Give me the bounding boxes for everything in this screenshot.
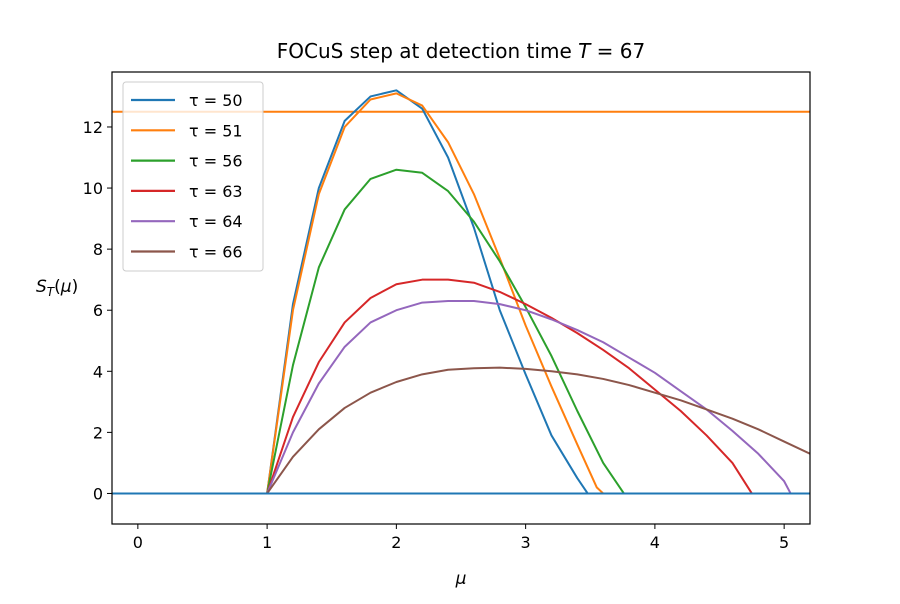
x-tick-label: 2 bbox=[391, 533, 401, 552]
series-line-0 bbox=[163, 89, 810, 495]
series-line-3 bbox=[163, 278, 810, 495]
legend-label-0: τ = 50 bbox=[189, 91, 243, 110]
legend-label-1: τ = 51 bbox=[189, 121, 243, 140]
y-tick-label: 0 bbox=[93, 484, 103, 503]
plot-frame bbox=[111, 71, 811, 525]
plot-lines bbox=[112, 89, 810, 495]
x-axis-ticks: 0 1 2 3 4 5 bbox=[133, 524, 789, 552]
x-tick-label: 0 bbox=[133, 533, 143, 552]
y-tick-label: 6 bbox=[93, 301, 103, 320]
legend-label-5: τ = 66 bbox=[189, 243, 243, 262]
legend-label-3: τ = 63 bbox=[189, 182, 243, 201]
series-line-2 bbox=[163, 168, 810, 495]
legend-label-4: τ = 64 bbox=[189, 212, 243, 231]
series-line-1 bbox=[163, 92, 810, 495]
x-tick-label: 5 bbox=[779, 533, 789, 552]
x-axis-label: μ bbox=[455, 569, 467, 589]
y-tick-label: 2 bbox=[93, 423, 103, 442]
legend-label-2: τ = 56 bbox=[189, 152, 243, 171]
series-line-5 bbox=[266, 366, 810, 495]
series-line-4 bbox=[163, 300, 810, 495]
chart-title: FOCuS step at detection time T = 67 bbox=[277, 39, 646, 63]
y-tick-label: 4 bbox=[93, 362, 103, 381]
legend: τ = 50 τ = 51 τ = 56 τ = 63 τ = 64 τ = 66 bbox=[122, 81, 264, 272]
y-axis-label: ST(μ) bbox=[36, 277, 78, 299]
y-tick-label: 10 bbox=[83, 179, 103, 198]
y-tick-label: 12 bbox=[83, 118, 103, 137]
x-tick-label: 1 bbox=[262, 533, 272, 552]
x-tick-label: 3 bbox=[521, 533, 531, 552]
x-tick-label: 4 bbox=[650, 533, 660, 552]
y-axis-ticks: 0 2 4 6 8 10 12 bbox=[83, 118, 112, 503]
y-tick-label: 8 bbox=[93, 240, 103, 259]
